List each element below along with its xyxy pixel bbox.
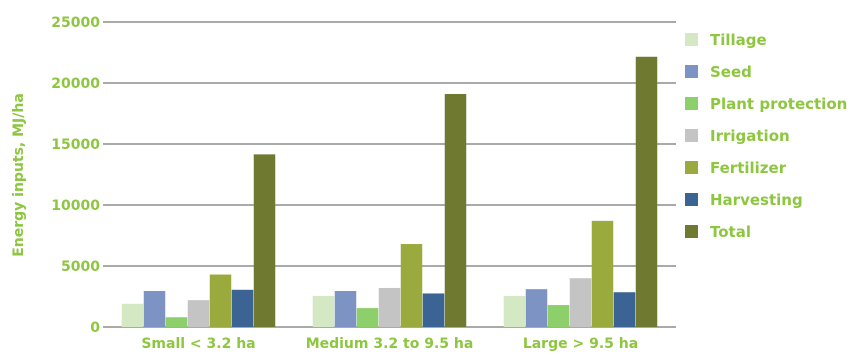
legend-label: Seed <box>710 63 752 81</box>
bar-irrigation <box>187 300 210 327</box>
bar-seed <box>334 291 357 327</box>
bar-tillage <box>121 303 144 327</box>
legend-swatch <box>685 161 698 174</box>
bar-total <box>635 56 658 328</box>
bar-harvesting <box>613 292 636 327</box>
legend-label: Fertilizer <box>710 159 787 177</box>
legend-swatch <box>685 225 698 238</box>
legend-swatch <box>685 193 698 206</box>
bar-seed <box>143 291 166 327</box>
bar-fertilizer <box>400 244 423 327</box>
bar-plant-protection <box>547 305 570 327</box>
x-tick-labels: Small < 3.2 ha Medium 3.2 to 9.5 ha Large … <box>141 336 638 352</box>
x-tick-label: Large > 9.5 ha <box>523 336 638 352</box>
x-tick-label: Medium 3.2 to 9.5 ha <box>306 336 474 352</box>
bar-irrigation <box>569 278 592 327</box>
bar-fertilizer <box>209 274 232 327</box>
legend-swatch <box>685 65 698 78</box>
y-tick-label: 20000 <box>51 76 100 92</box>
bar-tillage <box>312 295 335 327</box>
bar-tillage <box>503 295 526 327</box>
legend-label: Tillage <box>710 31 767 49</box>
bar-seed <box>525 289 548 327</box>
bar-total <box>253 154 276 327</box>
y-tick-label: 0 <box>90 320 100 336</box>
legend-label: Harvesting <box>710 191 803 209</box>
legend-label: Plant protection <box>710 95 847 113</box>
bar-total <box>444 93 467 327</box>
y-tick-label: 15000 <box>51 137 100 153</box>
bar-irrigation <box>378 287 401 327</box>
y-axis-label: Energy inputs, MJ/ha <box>11 93 27 257</box>
y-tick-labels: 0 5000 10000 15000 20000 25000 <box>51 15 100 336</box>
legend: Tillage Seed Plant protection Irrigation Fer… <box>685 31 847 241</box>
bars <box>121 56 658 328</box>
bar-fertilizer <box>591 220 614 327</box>
y-tick-label: 10000 <box>51 198 100 214</box>
y-tick-label: 25000 <box>51 15 100 31</box>
legend-label: Irrigation <box>710 127 790 145</box>
y-tick-label: 5000 <box>61 259 100 275</box>
legend-swatch <box>685 129 698 142</box>
bar-plant-protection <box>356 308 379 327</box>
bar-harvesting <box>231 289 254 327</box>
bar-harvesting <box>422 293 445 327</box>
bar-plant-protection <box>165 317 188 327</box>
legend-label: Total <box>710 223 751 241</box>
x-tick-label: Small < 3.2 ha <box>141 336 255 352</box>
legend-swatch <box>685 33 698 46</box>
legend-swatch <box>685 97 698 110</box>
